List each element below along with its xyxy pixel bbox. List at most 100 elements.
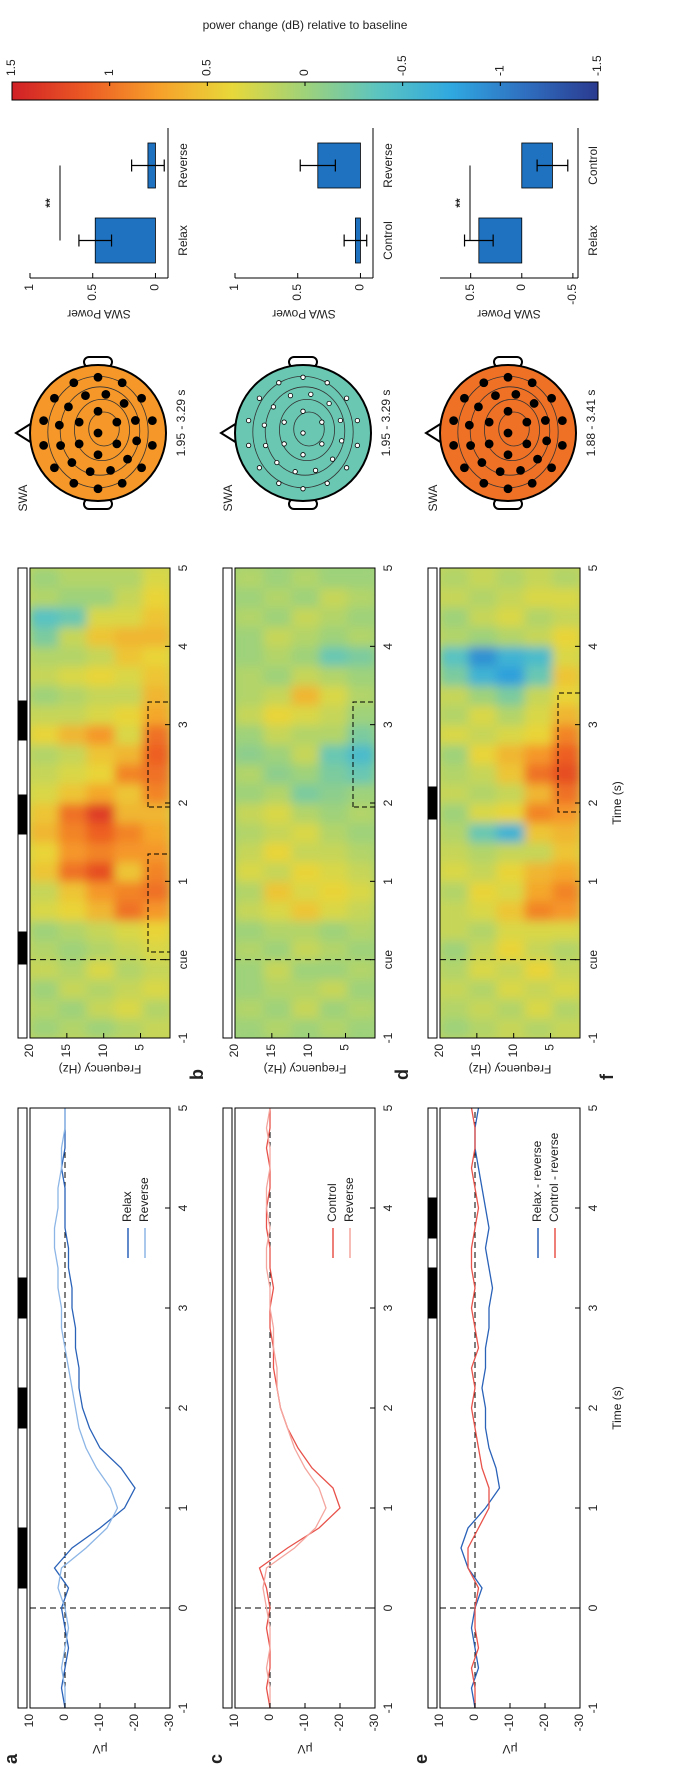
sig-segment: [428, 787, 437, 819]
heatmap-cell: [440, 900, 469, 921]
heatmap-cell: [30, 568, 59, 589]
legend-label: Control - reverse: [547, 1132, 561, 1222]
x-tick-label: 1: [176, 878, 190, 885]
heatmap-cell: [347, 607, 376, 628]
heatmap-cell: [347, 900, 376, 921]
heatmap-cell: [86, 587, 115, 608]
heatmap-cell: [114, 979, 143, 1000]
colorbar-label: power change (dB) relative to baseline: [203, 18, 408, 32]
electrode: [530, 399, 538, 407]
x-tick-label: 1: [176, 1504, 190, 1511]
x-tick-label: cue: [586, 950, 600, 970]
panel-label: f: [597, 1073, 617, 1080]
x-tick-label: 2: [381, 799, 395, 806]
heatmap-cell: [58, 626, 87, 647]
heatmap: [235, 568, 376, 1039]
heatmap-cell: [58, 881, 87, 902]
heatmap-cell: [263, 842, 292, 863]
x-tick-label: -1: [381, 1032, 395, 1043]
electrode: [313, 468, 317, 472]
heatmap-cell: [468, 881, 497, 902]
x-tick-label: 0: [586, 1604, 600, 1611]
electrode: [148, 441, 156, 449]
heatmap-cell: [58, 803, 87, 824]
heatmap-cell: [347, 842, 376, 863]
electrode: [465, 421, 473, 429]
y-tick-label: 15: [264, 1044, 278, 1058]
heatmap-cell: [58, 763, 87, 784]
heatmap-cell: [86, 881, 115, 902]
electrode: [344, 396, 348, 400]
heatmap-cell: [263, 881, 292, 902]
heatmap-cell: [319, 900, 348, 921]
heatmap-cell: [496, 744, 525, 765]
heatmap-cell: [114, 783, 143, 804]
heatmap-cell: [468, 783, 497, 804]
heatmap-cell: [291, 744, 320, 765]
heatmap-cell: [291, 705, 320, 726]
sig-segment: [18, 932, 27, 964]
heatmap-cell: [440, 920, 469, 941]
sig-segment: [18, 1388, 27, 1428]
electrode: [558, 417, 566, 425]
figure: a-1012345100-10-20-30μVRelaxReverseb-1cu…: [0, 0, 690, 1768]
y-tick-label: -0.5: [565, 284, 579, 305]
heatmap-cell: [86, 979, 115, 1000]
heatmap-cell: [114, 803, 143, 824]
electrode: [528, 379, 536, 387]
heatmap-cell: [235, 881, 264, 902]
electrode: [120, 399, 128, 407]
legend-label: Relax - reverse: [530, 1140, 544, 1222]
electrode: [246, 443, 250, 447]
heatmap-cell: [86, 861, 115, 882]
heatmap-cell: [235, 822, 264, 843]
y-tick-label: -30: [572, 1714, 586, 1732]
heatmap-cell: [114, 744, 143, 765]
y-tick-label: 5: [543, 1044, 557, 1051]
heatmap-cell: [291, 861, 320, 882]
heatmap-cell: [142, 763, 171, 784]
heatmap-cell: [319, 685, 348, 706]
y-tick-label: 10: [227, 1714, 241, 1728]
heatmap-cell: [86, 1018, 115, 1039]
heatmap-cell: [58, 861, 87, 882]
electrode: [301, 409, 305, 413]
heatmap-cell: [263, 803, 292, 824]
heatmap-cell: [58, 842, 87, 863]
electrode: [81, 392, 89, 400]
heatmap-cell: [86, 607, 115, 628]
panel-label: b: [187, 1069, 207, 1080]
electrode: [355, 418, 359, 422]
electrode: [113, 440, 121, 448]
heatmap-cell: [319, 607, 348, 628]
y-tick-label: 0: [467, 1714, 481, 1721]
heatmap-cell: [440, 1018, 469, 1039]
electrode: [512, 390, 520, 398]
heatmap-cell: [235, 783, 264, 804]
heatmap-cell: [235, 920, 264, 941]
heatmap-cell: [496, 705, 525, 726]
heatmap-cell: [319, 705, 348, 726]
electrode: [257, 466, 261, 470]
heatmap-cell: [496, 979, 525, 1000]
heatmap-cell: [291, 646, 320, 667]
heatmap-cell: [524, 587, 553, 608]
heatmap-cell: [235, 587, 264, 608]
x-tick-label: cue: [381, 950, 395, 970]
heatmap-cell: [496, 568, 525, 589]
heatmap-cell: [347, 822, 376, 843]
heatmap-cell: [552, 940, 581, 961]
heatmap-cell: [58, 1018, 87, 1039]
heatmap-cell: [291, 665, 320, 686]
heatmap-cell: [291, 803, 320, 824]
sig-annotation: **: [43, 198, 57, 208]
electrode: [282, 442, 286, 446]
heatmap-cell: [86, 763, 115, 784]
heatmap-cell: [114, 900, 143, 921]
heatmap-cell: [347, 744, 376, 765]
x-axis-label: Time (s): [610, 1386, 624, 1430]
heatmap-cell: [468, 979, 497, 1000]
heatmap-cell: [440, 763, 469, 784]
heatmap-cell: [142, 626, 171, 647]
heatmap-cell: [347, 861, 376, 882]
